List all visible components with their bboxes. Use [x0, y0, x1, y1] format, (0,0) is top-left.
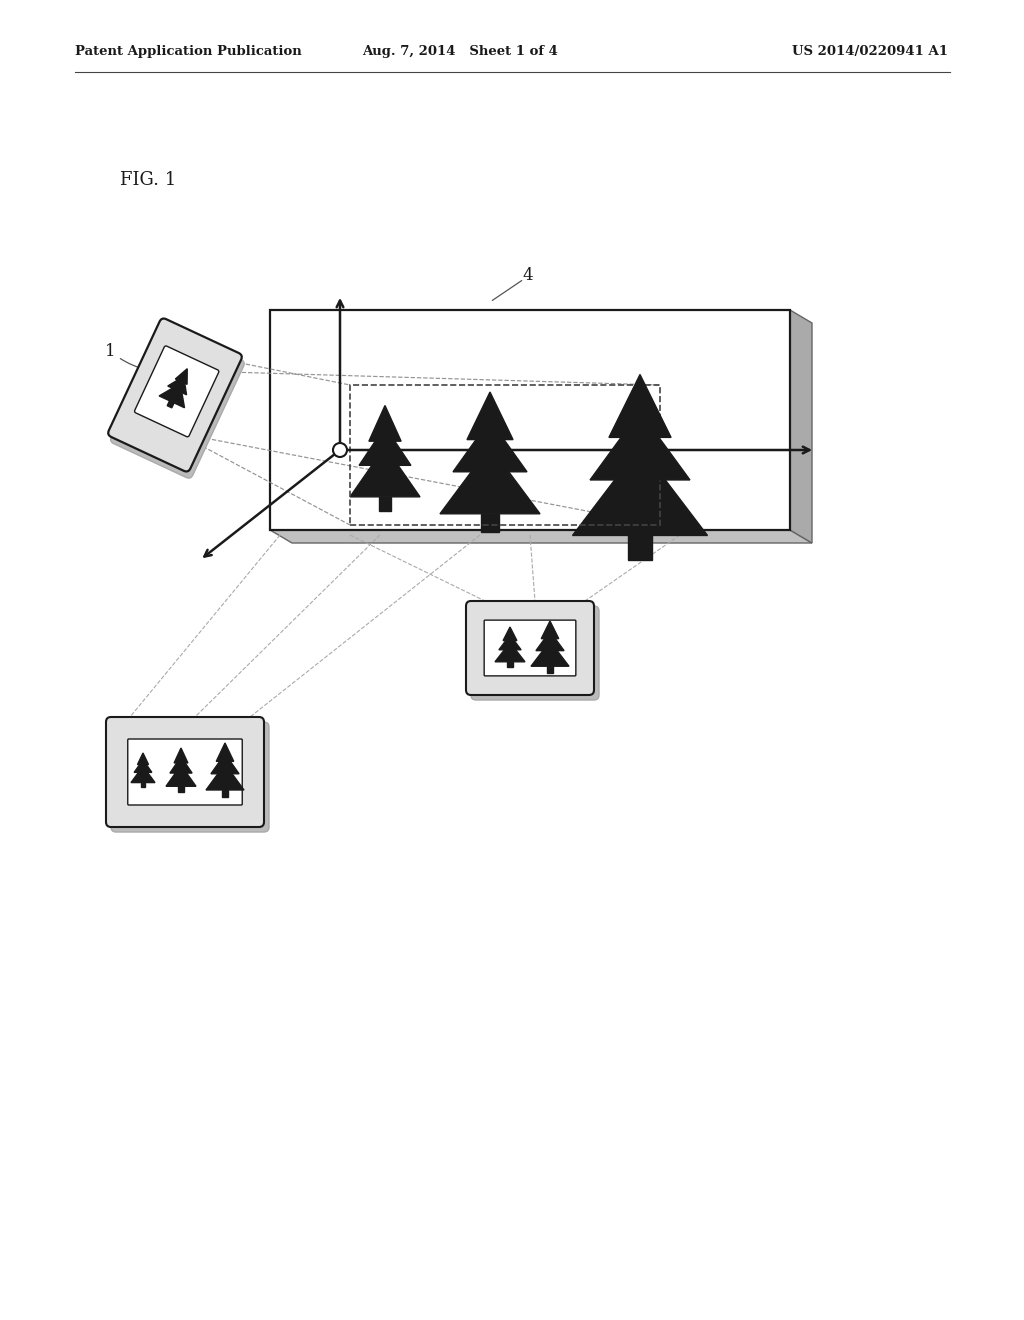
Polygon shape	[547, 667, 553, 673]
FancyBboxPatch shape	[111, 325, 245, 478]
Polygon shape	[270, 531, 812, 543]
Polygon shape	[790, 310, 812, 543]
Polygon shape	[499, 635, 521, 649]
Polygon shape	[467, 392, 513, 440]
FancyBboxPatch shape	[109, 318, 242, 471]
Polygon shape	[350, 446, 420, 496]
Polygon shape	[166, 766, 196, 787]
Polygon shape	[131, 766, 155, 783]
Polygon shape	[159, 384, 184, 408]
Polygon shape	[379, 496, 391, 511]
Polygon shape	[141, 783, 145, 787]
FancyBboxPatch shape	[111, 722, 269, 832]
Text: Patent Application Publication: Patent Application Publication	[75, 45, 302, 58]
FancyBboxPatch shape	[466, 601, 594, 696]
Polygon shape	[590, 412, 690, 480]
Polygon shape	[572, 446, 708, 536]
Polygon shape	[170, 756, 193, 774]
Polygon shape	[167, 401, 174, 408]
Polygon shape	[495, 643, 525, 661]
Polygon shape	[507, 661, 513, 667]
Polygon shape	[178, 787, 183, 792]
Text: US 2014/0220941 A1: US 2014/0220941 A1	[792, 45, 948, 58]
FancyBboxPatch shape	[128, 739, 243, 805]
Polygon shape	[206, 764, 244, 789]
Polygon shape	[175, 368, 187, 384]
Polygon shape	[270, 310, 790, 531]
Polygon shape	[609, 375, 671, 437]
Polygon shape	[174, 748, 187, 763]
Polygon shape	[481, 513, 499, 532]
FancyBboxPatch shape	[484, 620, 575, 676]
Polygon shape	[211, 754, 239, 774]
Polygon shape	[134, 760, 152, 772]
Polygon shape	[503, 627, 517, 640]
Text: Aug. 7, 2014   Sheet 1 of 4: Aug. 7, 2014 Sheet 1 of 4	[362, 45, 558, 58]
Polygon shape	[531, 642, 569, 667]
Circle shape	[333, 444, 347, 457]
Text: 2: 2	[562, 672, 573, 689]
Polygon shape	[536, 631, 564, 651]
FancyBboxPatch shape	[134, 346, 219, 437]
Polygon shape	[216, 743, 233, 762]
Polygon shape	[359, 426, 411, 466]
Polygon shape	[542, 620, 559, 639]
FancyBboxPatch shape	[471, 606, 599, 700]
Text: 3: 3	[210, 804, 220, 821]
Polygon shape	[137, 752, 148, 764]
Polygon shape	[628, 536, 652, 560]
Polygon shape	[168, 376, 186, 395]
Polygon shape	[369, 405, 401, 441]
Text: 4: 4	[522, 267, 534, 284]
Text: FIG. 1: FIG. 1	[120, 172, 176, 189]
Text: 1: 1	[104, 343, 116, 360]
Polygon shape	[453, 420, 527, 471]
Polygon shape	[440, 446, 540, 513]
Polygon shape	[221, 789, 228, 797]
FancyBboxPatch shape	[106, 717, 264, 828]
